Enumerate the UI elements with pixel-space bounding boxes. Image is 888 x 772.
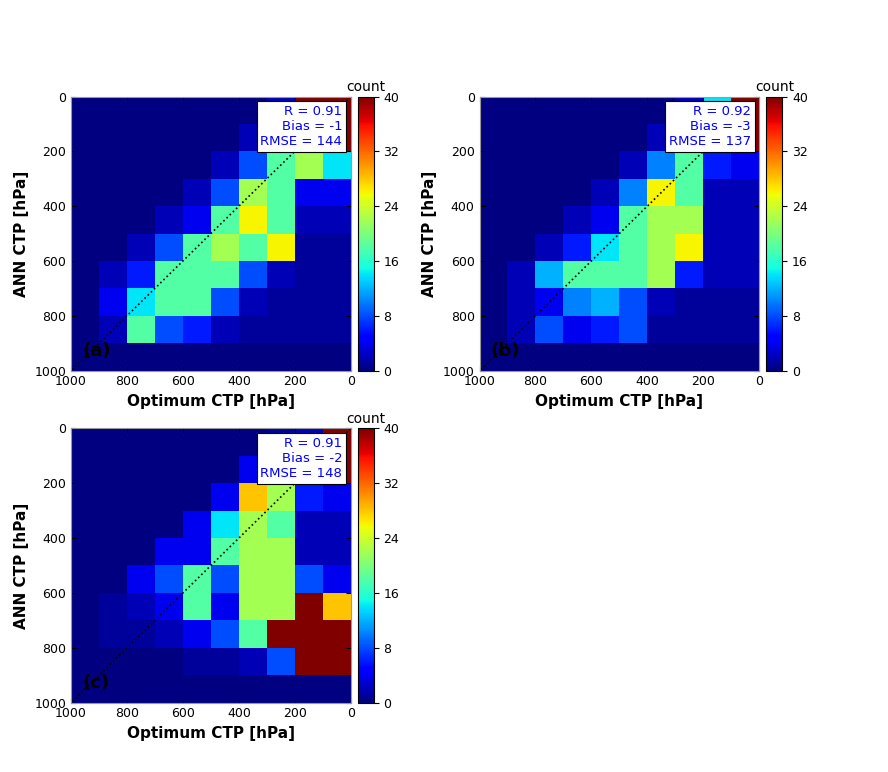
Title: count: count [755, 80, 794, 94]
Text: (c): (c) [83, 673, 109, 692]
X-axis label: Optimum CTP [hPa]: Optimum CTP [hPa] [127, 394, 295, 409]
Text: R = 0.92
Bias = -3
RMSE = 137: R = 0.92 Bias = -3 RMSE = 137 [669, 105, 751, 147]
Text: R = 0.91
Bias = -2
RMSE = 148: R = 0.91 Bias = -2 RMSE = 148 [260, 437, 343, 479]
Text: R = 0.91
Bias = -1
RMSE = 144: R = 0.91 Bias = -1 RMSE = 144 [260, 105, 343, 147]
Title: count: count [346, 412, 385, 426]
Y-axis label: ANN CTP [hPa]: ANN CTP [hPa] [422, 171, 437, 296]
X-axis label: Optimum CTP [hPa]: Optimum CTP [hPa] [535, 394, 703, 409]
X-axis label: Optimum CTP [hPa]: Optimum CTP [hPa] [127, 726, 295, 741]
Y-axis label: ANN CTP [hPa]: ANN CTP [hPa] [13, 171, 28, 296]
Text: (b): (b) [491, 341, 520, 360]
Text: (a): (a) [83, 341, 111, 360]
Title: count: count [346, 80, 385, 94]
Y-axis label: ANN CTP [hPa]: ANN CTP [hPa] [13, 503, 28, 628]
